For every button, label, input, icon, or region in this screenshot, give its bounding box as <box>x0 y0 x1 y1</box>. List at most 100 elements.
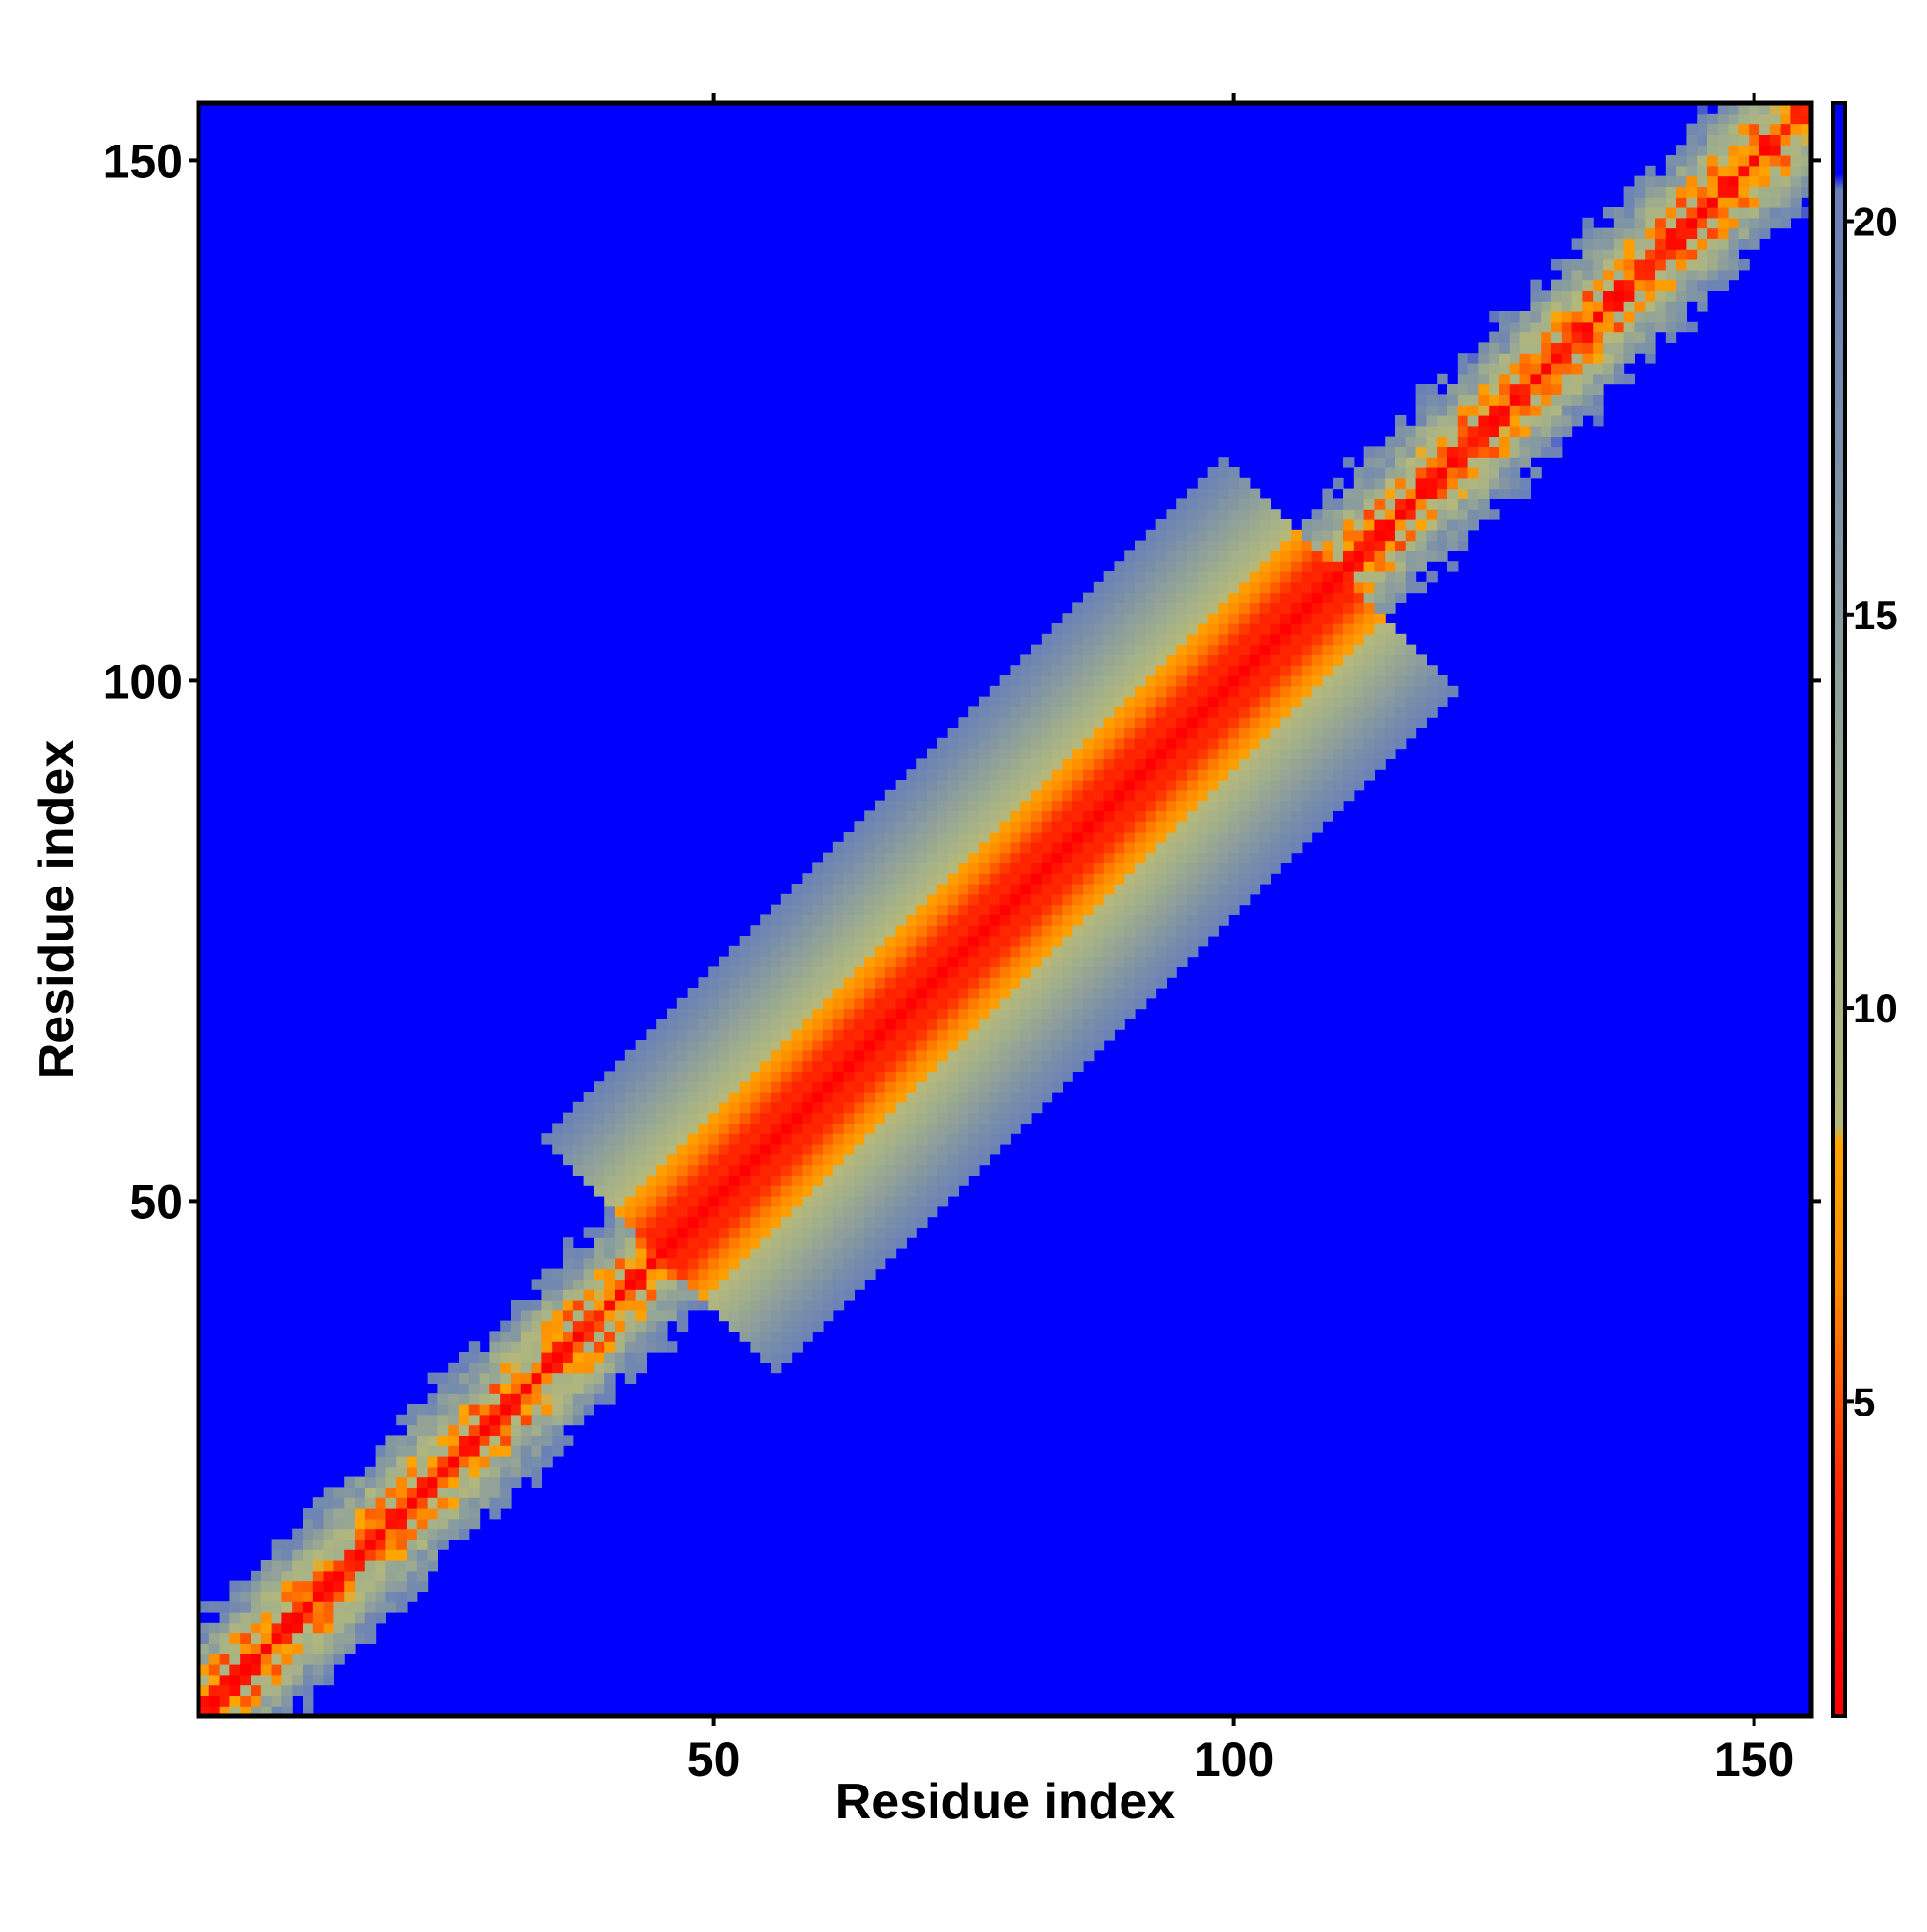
heatmap-cell <box>676 1092 689 1103</box>
heatmap-cell <box>1655 249 1667 260</box>
heatmap-cell <box>884 1019 897 1030</box>
heatmap-cell <box>854 1144 865 1155</box>
heatmap-cell <box>812 1216 824 1228</box>
heatmap-cell <box>1426 467 1438 479</box>
heatmap-cell <box>1124 780 1136 791</box>
heatmap-cell <box>1114 561 1125 572</box>
heatmap-cell <box>1478 353 1490 364</box>
heatmap-cell <box>1353 644 1365 655</box>
heatmap-cell <box>1093 1008 1105 1019</box>
heatmap-cell <box>615 1071 626 1082</box>
heatmap-cell <box>1301 717 1313 728</box>
heatmap-cell <box>895 1227 907 1238</box>
heatmap-cell <box>1613 373 1625 385</box>
heatmap-cell <box>1270 581 1281 594</box>
heatmap-cell <box>780 1081 793 1093</box>
heatmap-cell <box>656 1185 668 1197</box>
heatmap-cell <box>906 841 917 854</box>
heatmap-cell <box>843 914 855 926</box>
heatmap-cell <box>927 832 938 843</box>
heatmap-cell <box>1051 862 1063 874</box>
heatmap-cell <box>1135 613 1147 624</box>
heatmap-cell <box>906 914 917 926</box>
heatmap-cell <box>1103 748 1115 759</box>
heatmap-cell <box>1686 186 1698 198</box>
heatmap-cell <box>1135 873 1147 885</box>
heatmap-cell <box>198 1654 210 1665</box>
heatmap-cell <box>1686 279 1698 291</box>
heatmap-cell <box>1124 613 1136 624</box>
heatmap-cell <box>1124 841 1136 854</box>
heatmap-cell <box>1176 540 1188 551</box>
heatmap-cell <box>999 1133 1011 1145</box>
heatmap-cell <box>479 1383 490 1394</box>
heatmap-cell <box>448 1393 460 1405</box>
heatmap-cell <box>1780 197 1791 208</box>
heatmap-cell <box>989 706 1001 718</box>
heatmap-cell <box>771 1227 782 1238</box>
heatmap-cell <box>624 1362 637 1374</box>
heatmap-cell <box>1322 810 1333 822</box>
heatmap-cell <box>1385 561 1396 572</box>
heatmap-cell <box>791 904 803 915</box>
heatmap-cell <box>1322 550 1333 562</box>
heatmap-cell <box>396 1570 408 1582</box>
heatmap-cell <box>823 1081 834 1093</box>
heatmap-cell <box>854 1071 865 1082</box>
heatmap-cell <box>437 1445 449 1457</box>
heatmap-cell <box>780 1331 793 1342</box>
heatmap-cell <box>979 1071 990 1082</box>
heatmap-cell <box>832 1268 845 1280</box>
heatmap-cell <box>1363 758 1375 770</box>
heatmap-cell <box>1197 893 1209 906</box>
heatmap-cell <box>1593 353 1604 364</box>
heatmap-cell <box>1280 769 1292 781</box>
heatmap-cell <box>864 1227 876 1238</box>
heatmap-cell <box>219 1684 230 1696</box>
heatmap-cell <box>854 945 865 958</box>
heatmap-cell <box>1655 290 1667 302</box>
heatmap-cell <box>708 988 720 999</box>
heatmap-cell <box>1062 769 1073 781</box>
heatmap-cell <box>719 1071 730 1082</box>
heatmap-cell <box>437 1539 449 1550</box>
heatmap-cell <box>1280 633 1292 646</box>
heatmap-cell <box>1041 706 1053 718</box>
heatmap-cell <box>1155 789 1167 802</box>
heatmap-cell <box>760 1164 772 1176</box>
heatmap-cell <box>303 1643 314 1654</box>
heatmap-cell <box>728 1227 741 1238</box>
heatmap-cell <box>864 1164 876 1176</box>
heatmap-cell <box>968 1144 980 1155</box>
heatmap-cell <box>1333 665 1344 676</box>
heatmap-cell <box>750 1008 761 1019</box>
heatmap-cell <box>1020 841 1032 854</box>
heatmap-cell <box>312 1539 325 1550</box>
heatmap-cell <box>864 1175 876 1186</box>
heatmap-cell <box>1311 821 1323 833</box>
heatmap-cell <box>1395 571 1407 583</box>
heatmap-cell <box>791 1227 803 1238</box>
heatmap-cell <box>1062 1029 1073 1041</box>
heatmap-cell <box>1166 654 1177 666</box>
heatmap-cell <box>292 1674 304 1686</box>
heatmap-cell <box>1062 633 1073 646</box>
heatmap-cell <box>604 1205 616 1218</box>
heatmap-cell <box>1124 966 1136 978</box>
heatmap-cell <box>219 1674 230 1686</box>
heatmap-cell <box>1270 800 1281 811</box>
heatmap-cell <box>1103 852 1115 863</box>
heatmap-cell <box>999 1092 1011 1103</box>
heatmap-cell <box>760 1227 772 1238</box>
heatmap-cell <box>323 1612 334 1624</box>
heatmap-cell <box>1197 904 1209 915</box>
heatmap-cell <box>520 1414 533 1426</box>
heatmap-cell <box>1031 988 1043 999</box>
heatmap-cell <box>1176 685 1188 698</box>
heatmap-cell <box>1072 602 1084 614</box>
heatmap-cell <box>864 893 876 906</box>
heatmap-cell <box>667 1101 678 1114</box>
heatmap-cell <box>1207 696 1219 707</box>
heatmap-cell <box>1655 186 1667 198</box>
heatmap-cell <box>832 893 845 906</box>
